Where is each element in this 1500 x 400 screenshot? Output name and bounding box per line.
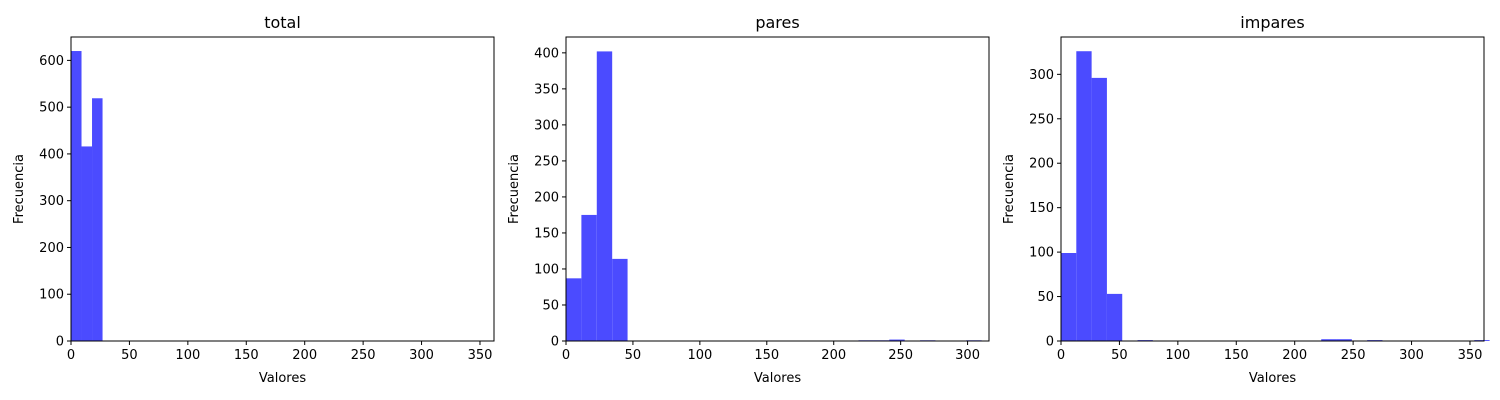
y-tick-label: 300 [39,194,64,209]
plot-frame [1060,36,1485,342]
y-axis-label: Frecuencia [507,154,522,224]
y-tick-label: 250 [534,154,559,169]
x-tick-label: 200 [292,348,317,363]
x-tick-label: 0 [67,348,75,363]
subplot-title: total [264,13,301,32]
y-tick-label: 300 [534,118,559,133]
y-tick-label: 200 [1029,157,1054,172]
y-tick-label: 150 [534,226,559,241]
y-tick-label: 200 [534,190,559,205]
x-tick-label: 0 [1057,348,1065,363]
x-tick-label: 100 [175,348,200,363]
plot-frame [70,36,495,342]
histogram-bar [92,98,103,342]
x-tick-label: 300 [1399,348,1424,363]
x-tick-label: 300 [955,348,980,363]
y-tick-label: 100 [534,262,559,277]
x-tick-label: 50 [1111,348,1128,363]
y-tick-label: 100 [1029,246,1054,261]
x-tick-label: 250 [888,348,913,363]
x-tick-label: 350 [468,348,493,363]
y-tick-label: 500 [39,101,64,116]
y-tick-label: 0 [56,335,64,350]
y-tick-label: 0 [551,335,559,350]
histogram-bar [71,51,82,341]
histogram-bar [1091,77,1107,341]
y-tick-label: 300 [1029,68,1054,83]
x-tick-label: 300 [409,348,434,363]
y-tick-label: 200 [39,241,64,256]
histogram-bar [566,278,582,341]
y-tick-label: 50 [542,298,559,313]
x-tick-label: 150 [1224,348,1249,363]
plot-frame [565,36,990,342]
histogram-bar [1076,51,1092,341]
x-axis-label: Valores [1249,371,1296,386]
y-tick-label: 250 [1029,112,1054,127]
subplot-total: 0 50 100 150 200 250 300 350 0 100 200 300 400 500 600… [12,13,495,386]
subplot-pares: 0 50 100 150 200 250 300 0 50 100 150 200 250 300 350 4… [507,13,990,386]
subplot-title: pares [755,13,799,32]
y-tick-label: 400 [534,46,559,61]
x-tick-label: 100 [1165,348,1190,363]
histogram-bar [596,51,613,341]
histogram-bar [1336,339,1352,341]
x-tick-label: 250 [351,348,376,363]
x-tick-label: 150 [234,348,259,363]
x-tick-label: 250 [1341,348,1366,363]
y-tick-label: 600 [39,54,64,69]
y-tick-label: 100 [39,288,64,303]
x-tick-label: 150 [754,348,779,363]
x-tick-label: 50 [625,348,642,363]
subplot-impares: 0 50 100 150 200 250 300 350 0 50 100 150 200 250 300 i… [1002,13,1490,386]
histogram-bar [81,146,93,341]
x-tick-label: 200 [1282,348,1307,363]
y-tick-label: 400 [39,147,64,162]
y-axis-label: Frecuencia [12,154,27,224]
y-tick-label: 350 [534,82,559,97]
y-tick-label: 150 [1029,201,1054,216]
y-tick-label: 0 [1046,335,1054,350]
y-tick-label: 50 [1037,290,1054,305]
histogram-bar [581,214,597,341]
x-axis-label: Valores [259,371,306,386]
x-tick-label: 100 [687,348,712,363]
x-tick-label: 0 [562,348,570,363]
histogram-bar [1106,293,1123,341]
histogram-bar [1061,253,1077,341]
subplot-title: impares [1240,13,1304,32]
histogram-bar [612,258,628,341]
x-axis-label: Valores [754,371,801,386]
x-tick-label: 350 [1458,348,1483,363]
x-tick-label: 50 [121,348,138,363]
x-tick-label: 200 [821,348,846,363]
y-axis-label: Frecuencia [1002,154,1017,224]
histogram-bar [1321,339,1337,341]
histogram-bar [889,339,905,341]
